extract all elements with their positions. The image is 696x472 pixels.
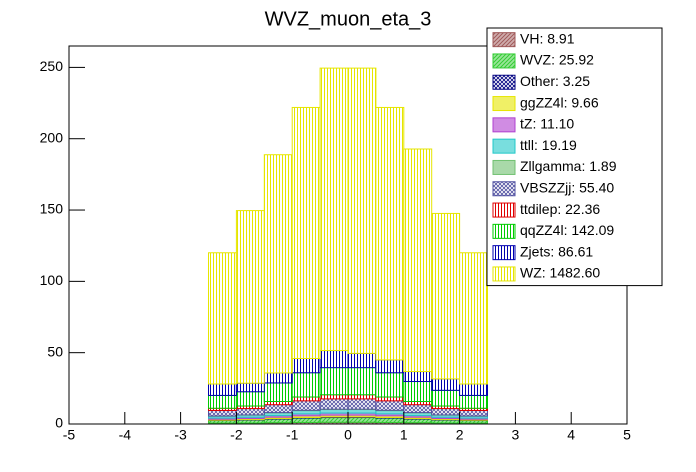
bar-segment <box>291 357 321 374</box>
bar-segment <box>347 398 377 410</box>
bar-segment <box>375 106 405 361</box>
bar-segment <box>403 381 433 402</box>
y-tick-label: 50 <box>47 343 63 359</box>
bar-segment <box>403 404 433 414</box>
x-tick-label: 5 <box>623 427 631 443</box>
bar-segment <box>263 372 293 384</box>
legend-swatch <box>492 32 516 48</box>
bar-segment <box>375 417 405 423</box>
legend: VH: 8.91 WVZ: 25.92 Other: 3.25 ggZZ4l: 9.6… <box>486 27 663 287</box>
bar-segment <box>375 372 405 398</box>
bar-segment <box>291 372 321 398</box>
bar-segment <box>347 409 377 414</box>
bar-segment <box>459 409 489 417</box>
legend-swatch <box>492 159 516 175</box>
bar-segment <box>347 394 377 400</box>
bar-segment <box>347 417 377 423</box>
bar-segment <box>291 106 321 359</box>
chart-title: WVZ_muon_eta_3 <box>265 8 432 30</box>
legend-label: qqZZ4l: 142.09 <box>520 222 614 238</box>
legend-label: WVZ: 25.92 <box>520 52 594 68</box>
legend-swatch <box>492 96 516 112</box>
x-tick-label: 0 <box>344 427 352 443</box>
legend-label: Zllgamma: 1.89 <box>520 158 617 174</box>
bar-segment <box>208 383 237 396</box>
bar-segment <box>263 382 293 402</box>
bar-segment <box>235 382 265 393</box>
bar-segment <box>319 67 349 352</box>
bar-segment <box>375 400 405 411</box>
legend-swatch <box>492 53 516 69</box>
bar-segment <box>403 148 433 373</box>
bar-segment <box>235 408 265 416</box>
bar-segment <box>319 350 349 369</box>
plot-area <box>208 67 489 425</box>
bar-segment <box>319 417 349 423</box>
bar-segment <box>347 67 377 354</box>
bar-segment <box>319 398 349 410</box>
legend-swatch <box>492 117 516 133</box>
legend-label: Zjets: 86.61 <box>520 243 593 259</box>
y-tick-label: 100 <box>40 272 64 288</box>
y-tick-label: 250 <box>40 58 64 74</box>
legend-swatch <box>492 74 516 90</box>
x-tick-label: 1 <box>400 427 408 443</box>
legend-box <box>486 27 663 287</box>
legend-label: ttdilep: 22.36 <box>520 201 600 217</box>
legend-label: WZ: 1482.60 <box>520 265 600 281</box>
legend-label: ggZZ4l: 9.66 <box>520 94 599 110</box>
bar-segment <box>375 396 405 402</box>
legend-swatch <box>492 202 516 218</box>
x-tick-label: -5 <box>63 427 76 443</box>
bar-segment <box>347 367 377 396</box>
bar-segment <box>291 400 321 411</box>
bar-segment <box>431 389 461 407</box>
bar-segment <box>319 409 349 414</box>
bar-segment <box>459 252 489 385</box>
legend-label: VH: 8.91 <box>520 30 575 46</box>
x-tick-label: -1 <box>286 427 299 443</box>
legend-swatch <box>492 138 516 154</box>
legend-swatch <box>492 245 516 261</box>
x-tick-label: 2 <box>456 427 464 443</box>
legend-swatch <box>492 223 516 239</box>
bar-segment <box>347 352 377 369</box>
x-tick-label: 3 <box>512 427 520 443</box>
legend-label: Other: 3.25 <box>520 73 590 89</box>
x-tick-label: -2 <box>230 427 243 443</box>
bar-segment <box>431 408 461 416</box>
x-tick-label: -4 <box>119 427 132 443</box>
bar-segment <box>235 391 265 407</box>
bar-segment <box>208 409 237 417</box>
bar-segment <box>403 418 433 424</box>
bar-segment <box>263 154 293 374</box>
y-tick-label: 150 <box>40 201 64 217</box>
legend-label: tZ: 11.10 <box>520 116 574 132</box>
bar-segment <box>291 396 321 402</box>
bar-segment <box>319 367 349 396</box>
legend-swatch <box>492 181 516 197</box>
x-tick-label: -3 <box>174 427 187 443</box>
bar-segment <box>459 394 489 409</box>
y-tick-label: 200 <box>40 129 64 145</box>
y-tick-label: 0 <box>55 415 63 431</box>
bar-segment <box>263 404 293 414</box>
bar-segment <box>263 418 293 424</box>
bar-segment <box>319 394 349 400</box>
bar-segment <box>431 378 461 391</box>
bar-segment <box>235 210 265 384</box>
bar-segment <box>459 383 489 396</box>
x-tick-label: 4 <box>567 427 575 443</box>
bar-segment <box>431 212 461 380</box>
bar-segment <box>208 394 237 409</box>
bar-segment <box>208 252 237 385</box>
bar-segment <box>291 417 321 423</box>
legend-label: ttll: 19.19 <box>520 137 577 153</box>
legend-swatch <box>492 266 516 282</box>
legend-label: VBSZZjj: 55.40 <box>520 179 614 195</box>
bar-segment <box>403 371 433 383</box>
bar-segment <box>375 359 405 374</box>
